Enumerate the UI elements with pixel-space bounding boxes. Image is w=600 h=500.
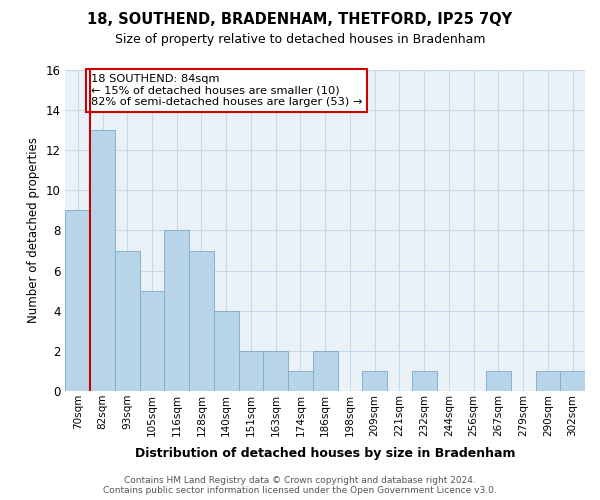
Text: 18 SOUTHEND: 84sqm
← 15% of detached houses are smaller (10)
82% of semi-detache: 18 SOUTHEND: 84sqm ← 15% of detached hou…	[91, 74, 362, 107]
Bar	[263, 351, 288, 391]
Bar	[115, 250, 140, 391]
Bar	[214, 310, 239, 391]
Bar	[189, 250, 214, 391]
Bar	[164, 230, 189, 391]
Bar	[412, 371, 437, 391]
Bar	[536, 371, 560, 391]
X-axis label: Distribution of detached houses by size in Bradenham: Distribution of detached houses by size …	[135, 447, 515, 460]
Bar	[560, 371, 585, 391]
Bar	[288, 371, 313, 391]
Y-axis label: Number of detached properties: Number of detached properties	[27, 138, 40, 324]
Bar	[90, 130, 115, 391]
Bar	[65, 210, 90, 391]
Bar	[313, 351, 338, 391]
Text: Size of property relative to detached houses in Bradenham: Size of property relative to detached ho…	[115, 32, 485, 46]
Bar	[140, 290, 164, 391]
Bar	[362, 371, 387, 391]
Text: 18, SOUTHEND, BRADENHAM, THETFORD, IP25 7QY: 18, SOUTHEND, BRADENHAM, THETFORD, IP25 …	[88, 12, 512, 28]
Text: Contains HM Land Registry data © Crown copyright and database right 2024.
Contai: Contains HM Land Registry data © Crown c…	[103, 476, 497, 495]
Bar	[486, 371, 511, 391]
Bar	[239, 351, 263, 391]
